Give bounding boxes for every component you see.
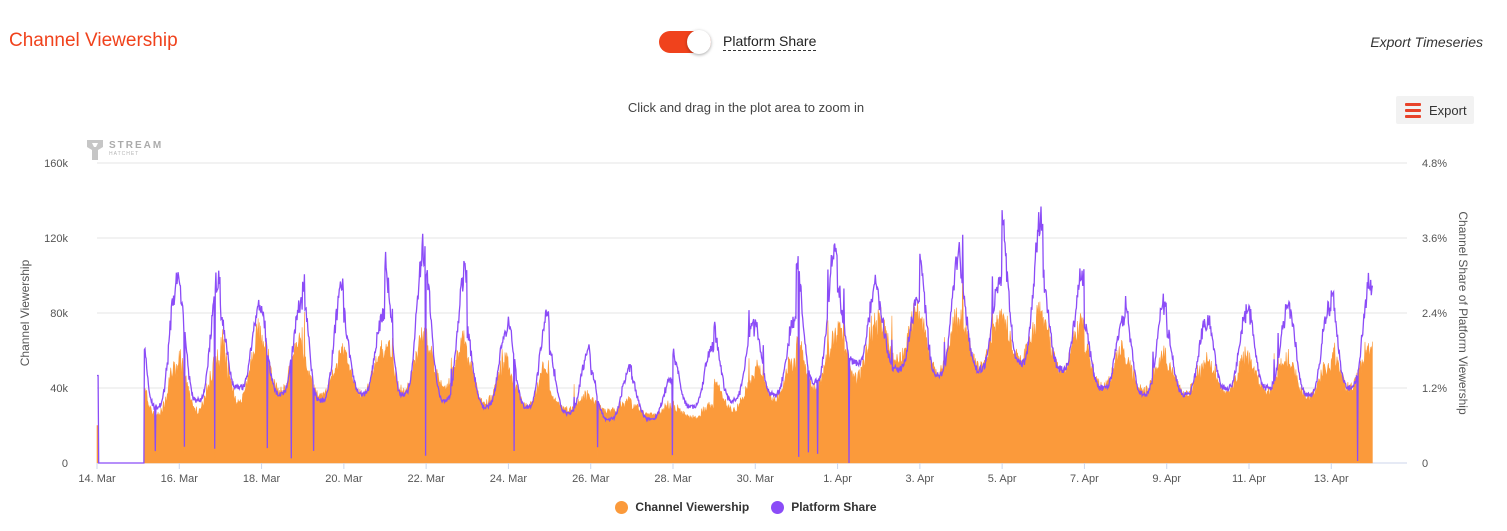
zoom-hint: Click and drag in the plot area to zoom … bbox=[627, 100, 865, 115]
x-tick-label: 7. Apr bbox=[1070, 473, 1099, 485]
chart-legend: Channel Viewership Platform Share bbox=[0, 500, 1492, 514]
y2-tick-label: 0 bbox=[1422, 458, 1428, 470]
platform-share-line bbox=[97, 206, 1374, 464]
y2-tick-label: 2.4% bbox=[1422, 308, 1447, 320]
hatchet-logo-icon bbox=[87, 140, 103, 160]
x-tick-label: 9. Apr bbox=[1152, 473, 1181, 485]
toggle-label[interactable]: Platform Share bbox=[723, 33, 817, 51]
y-tick-label: 160k bbox=[44, 158, 68, 170]
legend-label-viewership: Channel Viewership bbox=[635, 500, 750, 514]
x-tick-label: 5. Apr bbox=[988, 473, 1017, 485]
y2-tick-label: 1.2% bbox=[1422, 383, 1447, 395]
axes: 0 40k 80k 120k 160k 0 1.2% 2.4% 3.6% 4.8% 14. Mar 1… bbox=[18, 158, 1470, 485]
hamburger-menu-icon bbox=[1405, 102, 1421, 118]
legend-label-share: Platform Share bbox=[791, 500, 877, 514]
x-tick-label: 22. Mar bbox=[407, 473, 445, 485]
x-tick-label: 30. Mar bbox=[737, 473, 775, 485]
platform-share-line-series bbox=[97, 206, 1374, 464]
platform-share-toggle[interactable]: Platform Share bbox=[659, 29, 817, 55]
y2-tick-label: 4.8% bbox=[1422, 158, 1447, 170]
watermark-line1: STREAM bbox=[109, 140, 164, 151]
export-button[interactable]: Export bbox=[1396, 96, 1474, 124]
x-tick-label: 1. Apr bbox=[823, 473, 852, 485]
x-tick-label: 26. Mar bbox=[572, 473, 610, 485]
toggle-switch[interactable] bbox=[659, 30, 711, 54]
x-tick-label: 13. Apr bbox=[1314, 473, 1349, 485]
y2-axis-title: Channel Share of Platform Viewership bbox=[1456, 211, 1470, 415]
legend-item-channel-viewership[interactable]: Channel Viewership bbox=[615, 500, 749, 514]
y-tick-label: 0 bbox=[62, 458, 68, 470]
y-tick-label: 80k bbox=[50, 308, 68, 320]
legend-dot-viewership bbox=[615, 500, 629, 514]
y-axis-title: Channel Viewership bbox=[18, 259, 32, 366]
x-tick-label: 16. Mar bbox=[161, 473, 199, 485]
x-tick-label: 11. Apr bbox=[1232, 473, 1266, 485]
toggle-knob[interactable] bbox=[687, 30, 711, 54]
legend-item-platform-share[interactable]: Platform Share bbox=[771, 500, 877, 514]
x-tick-label: 28. Mar bbox=[654, 473, 692, 485]
y-tick-label: 40k bbox=[50, 383, 68, 395]
watermark-line2: HATCHET bbox=[109, 151, 140, 157]
viewership-area bbox=[96, 250, 1373, 464]
x-tick-label: 18. Mar bbox=[243, 473, 281, 485]
viewership-area-series bbox=[96, 250, 1373, 464]
legend-dot-share bbox=[771, 500, 785, 514]
x-tick-label: 20. Mar bbox=[325, 473, 363, 485]
x-tick-label: 24. Mar bbox=[490, 473, 528, 485]
page-title: Channel Viewership bbox=[9, 30, 178, 51]
y2-tick-label: 3.6% bbox=[1422, 233, 1447, 245]
x-tick-label: 14. Mar bbox=[78, 473, 116, 485]
export-timeseries-link[interactable]: Export Timeseries bbox=[1370, 34, 1483, 50]
x-tick-label: 3. Apr bbox=[905, 473, 934, 485]
stream-hatchet-watermark: STREAM HATCHET bbox=[85, 138, 163, 162]
y-tick-label: 120k bbox=[44, 233, 68, 245]
export-label: Export bbox=[1429, 102, 1467, 118]
